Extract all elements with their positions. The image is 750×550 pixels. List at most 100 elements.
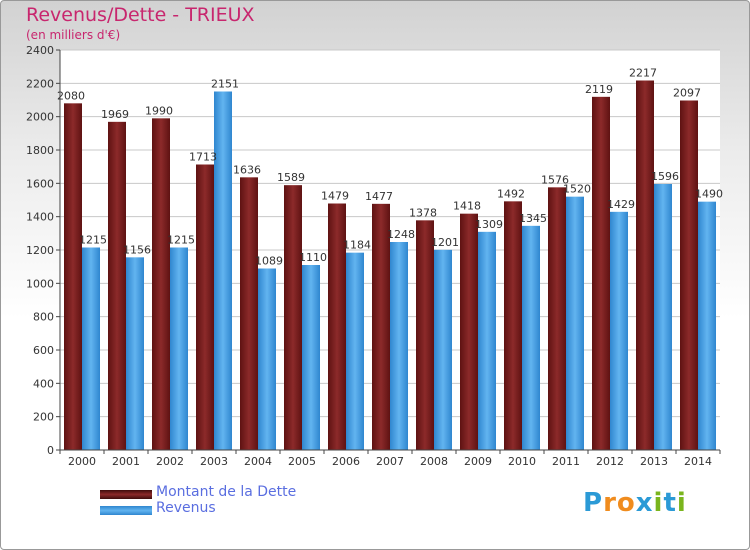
data-label-revenus: 1309 [475, 218, 503, 231]
x-tick-label: 2010 [508, 455, 536, 468]
bar-dette [108, 121, 126, 450]
data-label-revenus: 1490 [695, 188, 723, 201]
bar-revenus [478, 231, 496, 450]
y-tick-label: 400 [33, 377, 54, 390]
data-label-dette: 1969 [101, 108, 129, 121]
y-tick-label: 2000 [26, 111, 54, 124]
bar-revenus [126, 257, 144, 450]
y-tick-label: 600 [33, 344, 54, 357]
bar-dette [152, 118, 170, 450]
bar-revenus [566, 196, 584, 450]
x-tick-label: 2011 [552, 455, 580, 468]
data-label-dette: 1477 [365, 190, 393, 203]
data-label-revenus: 1596 [651, 170, 679, 183]
data-label-revenus: 1345 [519, 212, 547, 225]
data-label-revenus: 1215 [167, 234, 195, 247]
data-label-dette: 1492 [497, 187, 525, 200]
legend-swatch-dette [100, 490, 152, 499]
legend-swatch-revenus [100, 506, 152, 515]
logo-letter: i [653, 488, 664, 518]
bar-dette [328, 203, 346, 450]
x-tick-label: 2001 [112, 455, 140, 468]
chart-title: Revenus/Dette - TRIEUX [26, 4, 255, 26]
x-tick-label: 2004 [244, 455, 272, 468]
bar-dette [64, 103, 82, 450]
data-label-dette: 2217 [629, 67, 657, 80]
bar-dette [196, 164, 214, 450]
bar-dette [636, 80, 654, 450]
x-tick-label: 2008 [420, 455, 448, 468]
bar-revenus [522, 225, 540, 450]
y-tick-label: 1000 [26, 277, 54, 290]
data-label-revenus: 1248 [387, 228, 415, 241]
data-label-dette: 1990 [145, 104, 173, 117]
y-tick-label: 1400 [26, 211, 54, 224]
bar-dette [504, 201, 522, 450]
x-tick-label: 2013 [640, 455, 668, 468]
data-label-dette: 1479 [321, 190, 349, 203]
chart-subtitle: (en milliers d'€) [26, 28, 121, 42]
bar-revenus [654, 184, 672, 450]
bar-revenus [258, 268, 276, 450]
x-tick-label: 2006 [332, 455, 360, 468]
data-label-dette: 2080 [57, 89, 85, 102]
y-tick-label: 0 [47, 444, 54, 457]
x-tick-label: 2012 [596, 455, 624, 468]
data-label-dette: 2119 [585, 83, 613, 96]
logo-letter: t [663, 488, 677, 518]
y-tick-label: 1800 [26, 144, 54, 157]
data-label-revenus: 1110 [299, 251, 327, 264]
x-tick-label: 2000 [68, 455, 96, 468]
y-tick-label: 800 [33, 311, 54, 324]
bar-revenus [214, 91, 232, 450]
bar-dette [680, 100, 698, 450]
x-tick-label: 2007 [376, 455, 404, 468]
y-tick-label: 200 [33, 411, 54, 424]
data-label-dette: 1713 [189, 151, 217, 164]
x-tick-label: 2014 [684, 455, 712, 468]
data-label-dette: 1378 [409, 206, 437, 219]
data-label-revenus: 1520 [563, 183, 591, 196]
bar-revenus [170, 247, 188, 450]
logo-letter: i [676, 488, 687, 518]
data-label-dette: 2097 [673, 87, 701, 100]
x-tick-label: 2005 [288, 455, 316, 468]
bar-revenus [434, 249, 452, 450]
bar-dette [240, 177, 258, 451]
data-label-revenus: 2151 [211, 78, 239, 91]
data-label-revenus: 1156 [123, 243, 151, 256]
data-label-revenus: 1089 [255, 255, 283, 268]
bar-revenus [346, 252, 364, 450]
x-tick-label: 2002 [156, 455, 184, 468]
bar-dette [284, 185, 302, 450]
proxiti-logo: Proxiti [583, 488, 687, 518]
bar-revenus [82, 247, 100, 450]
y-tick-label: 1600 [26, 177, 54, 190]
bar-dette [548, 187, 566, 451]
bar-dette [372, 203, 390, 450]
data-label-dette: 1589 [277, 171, 305, 184]
data-label-revenus: 1215 [79, 234, 107, 247]
legend-label-dette: Montant de la Dette [156, 484, 297, 500]
data-label-revenus: 1201 [431, 236, 459, 249]
data-label-dette: 1636 [233, 163, 261, 176]
x-tick-label: 2009 [464, 455, 492, 468]
bar-revenus [390, 242, 408, 450]
bar-revenus [302, 265, 320, 450]
bar-revenus [610, 211, 628, 450]
bar-dette [416, 220, 434, 450]
y-tick-label: 2400 [26, 44, 54, 57]
data-label-dette: 1418 [453, 200, 481, 213]
legend-label-revenus: Revenus [156, 500, 216, 516]
logo-letter: P [583, 488, 604, 518]
data-label-revenus: 1184 [343, 239, 371, 252]
logo-letter: r [603, 488, 617, 518]
y-tick-label: 2200 [26, 77, 54, 90]
y-tick-label: 1200 [26, 244, 54, 257]
data-label-dette: 1576 [541, 173, 569, 186]
bar-dette [592, 96, 610, 450]
bar-dette [460, 213, 478, 450]
data-label-revenus: 1429 [607, 198, 635, 211]
logo-letter: o [616, 488, 636, 518]
